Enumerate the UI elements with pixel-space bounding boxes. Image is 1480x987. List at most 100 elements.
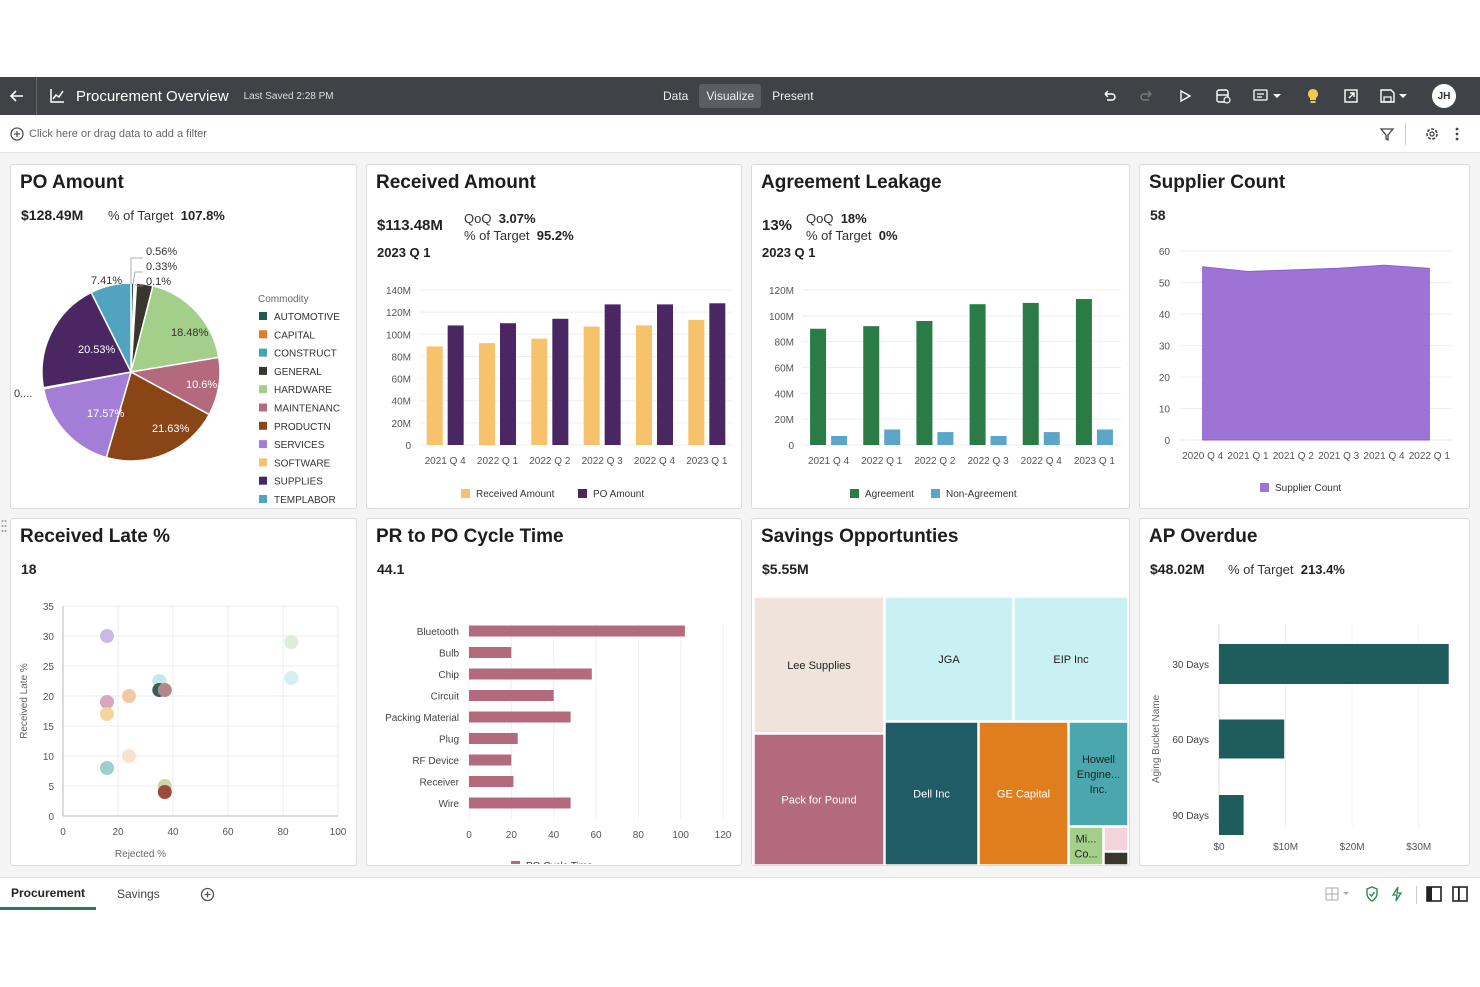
- comment-menu-icon[interactable]: [1248, 83, 1288, 109]
- legend-swatch: [461, 489, 470, 498]
- tile-agreement-leakage[interactable]: Agreement Leakage 13% QoQ 18% % of Targe…: [751, 164, 1130, 509]
- bar: [884, 429, 901, 445]
- scatter-point: [122, 689, 136, 703]
- left-panel-icon[interactable]: [1426, 878, 1442, 910]
- kpi-value: 18: [21, 561, 37, 577]
- x-tick-label: 2021 Q 3: [1318, 451, 1360, 462]
- y-tick-label: Plug: [439, 735, 459, 746]
- ap-overdue-chart[interactable]: $0 $10M $20M $30M 30 Days 60 Days 90 Days Aging…: [1140, 584, 1469, 864]
- bar: [709, 303, 726, 445]
- savings-treemap[interactable]: Lee Supplies JGA EIP Inc Pack for Pound Dell…: [752, 595, 1129, 865]
- legend-swatch: [850, 489, 859, 498]
- kpi-value: $128.49M: [21, 207, 84, 223]
- tab-savings[interactable]: Savings: [117, 887, 160, 901]
- received-amount-chart[interactable]: 0 20M 40M 60M 80M 100M 120M 140M 2021 Q 4 2022 Q …: [367, 270, 741, 509]
- more-options-icon[interactable]: [1454, 126, 1460, 147]
- x-tick-label: $20M: [1340, 842, 1365, 853]
- pie-label: 0....: [14, 388, 32, 400]
- legend-label: TEMPLABOR: [274, 495, 336, 506]
- x-tick-label: 2021 Q 4: [808, 456, 850, 467]
- y-tick-label: 90 Days: [1172, 811, 1209, 822]
- kpi-target-label: % of Target: [464, 228, 530, 243]
- y-tick-label: 30 Days: [1172, 660, 1209, 671]
- workbook-title[interactable]: Procurement Overview: [76, 87, 229, 105]
- y-tick-label: 10: [43, 752, 55, 763]
- scatter-point: [157, 683, 172, 697]
- bar: [469, 647, 512, 658]
- bar: [469, 690, 554, 701]
- add-filter-icon[interactable]: [10, 127, 24, 146]
- back-arrow-icon[interactable]: [4, 83, 30, 109]
- bar: [447, 325, 464, 445]
- insights-bulb-icon[interactable]: [1300, 83, 1326, 109]
- tab-visualize[interactable]: Visualize: [699, 84, 762, 108]
- layout-grid-icon[interactable]: [1325, 878, 1351, 910]
- settings-gear-icon[interactable]: [1424, 126, 1440, 147]
- y-tick-label: 20: [1159, 373, 1171, 384]
- tile-po-amount[interactable]: PO Amount $128.49M % of Target 107.8% 0.…: [10, 164, 357, 509]
- y-tick-label: 10: [1159, 405, 1171, 416]
- lightning-icon[interactable]: [1390, 878, 1404, 910]
- pie-label: 0.33%: [146, 261, 177, 273]
- y-tick-label: 60M: [392, 375, 411, 386]
- legend-swatch: [259, 495, 267, 503]
- tile-ap-overdue[interactable]: AP Overdue $48.02M % of Target 213.4% $0…: [1139, 518, 1470, 866]
- pie-chart[interactable]: 0.56% 0.33% 0.1% 18.48% 10.6% 21.63% 17.57% 0..…: [11, 220, 356, 509]
- tile-savings[interactable]: Savings Opportunties $5.55M Lee Supplies…: [751, 518, 1130, 866]
- cycle-time-chart[interactable]: 0 20 40 60 80 100 120 Bluetooth Bulb Chip Circuit P…: [367, 584, 741, 864]
- right-panel-icon[interactable]: [1452, 878, 1468, 910]
- y-tick-label: Wire: [438, 799, 459, 810]
- x-tick-label: 2022 Q 4: [1021, 456, 1063, 467]
- legend-swatch: [259, 440, 267, 449]
- drag-handle-icon[interactable]: [1, 519, 7, 538]
- y-tick-label: 120M: [386, 308, 411, 319]
- pie-slice: [41, 291, 133, 389]
- legend-swatch: [259, 403, 267, 412]
- legend-swatch: [259, 385, 267, 394]
- tab-data[interactable]: Data: [663, 89, 689, 103]
- legend-swatch: [259, 312, 267, 320]
- y-tick-label: Receiver: [420, 778, 460, 789]
- x-tick-label: 20: [112, 827, 124, 838]
- add-tab-icon[interactable]: [200, 878, 215, 910]
- user-avatar[interactable]: JH: [1432, 84, 1456, 108]
- data-refresh-icon[interactable]: [1210, 83, 1236, 109]
- agreement-leakage-chart[interactable]: 0 20M 40M 60M 80M 100M 120M 2021 Q 4 2022 Q 1 202…: [752, 270, 1129, 509]
- filter-funnel-icon[interactable]: [1379, 126, 1395, 147]
- undo-icon[interactable]: [1096, 83, 1122, 109]
- shield-check-icon[interactable]: [1365, 878, 1379, 910]
- filter-placeholder[interactable]: Click here or drag data to add a filter: [29, 128, 207, 140]
- legend-label: Agreement: [865, 489, 914, 500]
- y-tick-label: 20M: [392, 419, 411, 430]
- redo-icon[interactable]: [1134, 83, 1160, 109]
- save-menu-icon[interactable]: [1376, 83, 1412, 109]
- bar: [469, 668, 592, 680]
- bar: [479, 343, 495, 445]
- tab-procurement[interactable]: Procurement: [0, 878, 96, 910]
- tile-title: AP Overdue: [1149, 526, 1258, 547]
- y-tick-label: 40M: [392, 397, 411, 408]
- tile-received-late[interactable]: Received Late % 18 0 5 10 15 20 25 30 35 0 20 40 60…: [10, 518, 357, 866]
- legend-swatch: [1260, 483, 1269, 492]
- kpi-target-label: % of Target: [1228, 562, 1294, 577]
- x-tick-label: 2022 Q 4: [634, 456, 676, 467]
- tile-received-amount[interactable]: Received Amount $113.48M QoQ 3.07% % of …: [366, 164, 742, 509]
- legend-label: Non-Agreement: [946, 489, 1017, 500]
- bar: [1219, 644, 1449, 684]
- x-tick-label: 100: [672, 830, 689, 841]
- export-icon[interactable]: [1338, 83, 1364, 109]
- tab-present[interactable]: Present: [772, 89, 814, 103]
- tile-title: PR to PO Cycle Time: [376, 526, 564, 547]
- x-tick-label: 2022 Q 3: [968, 456, 1010, 467]
- kpi-period: 2023 Q 1: [762, 245, 816, 260]
- treemap-cell: [753, 596, 885, 734]
- bar: [469, 733, 518, 744]
- y-tick-label: 30: [1159, 342, 1171, 353]
- received-late-scatter[interactable]: 0 5 10 15 20 25 30 35 0 20 40 60 80 100 Rejected % Rece…: [11, 584, 356, 864]
- play-icon[interactable]: [1172, 83, 1198, 109]
- pie-label: 10.6%: [186, 379, 217, 391]
- tile-pr-po-cycle[interactable]: PR to PO Cycle Time 44.1 0 20 40 60 80 100 120…: [366, 518, 742, 866]
- treemap-label: GE Capital: [997, 789, 1050, 801]
